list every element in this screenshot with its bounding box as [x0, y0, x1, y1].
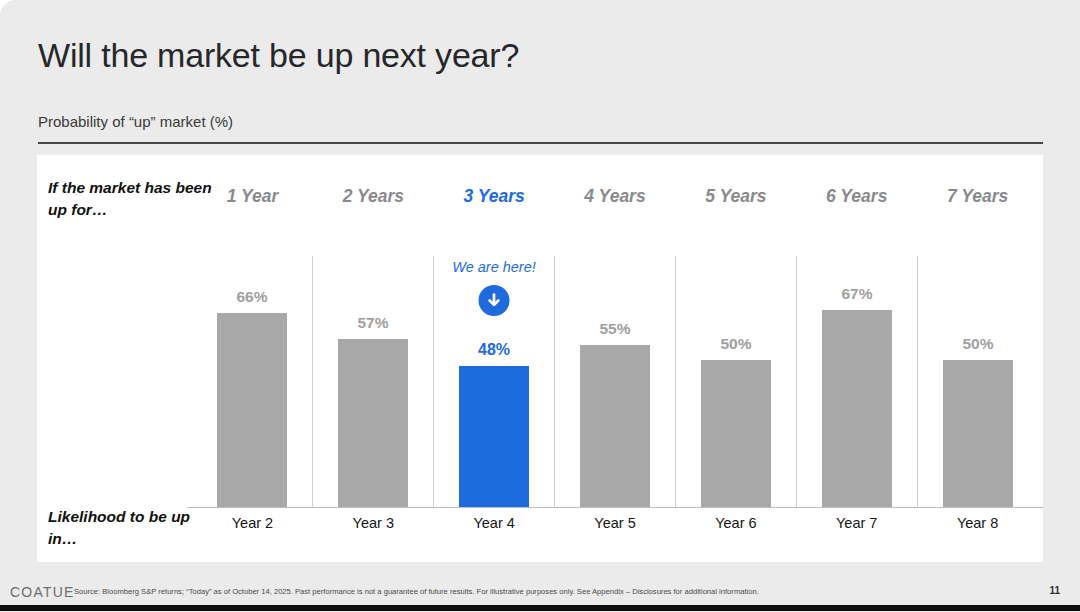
column-header: 5 Years	[675, 155, 796, 256]
bar	[943, 360, 1013, 507]
page-title: Will the market be up next year?	[38, 36, 519, 75]
value-label: 67%	[797, 285, 917, 303]
bar-column: 50%	[676, 256, 797, 507]
bar	[822, 310, 892, 507]
value-label: 48%	[434, 341, 554, 359]
value-label: 50%	[676, 335, 796, 353]
bar	[338, 339, 408, 507]
x-axis-line	[187, 507, 1043, 508]
bar-column: 66%	[192, 256, 313, 507]
column-header: 2 Years	[313, 155, 434, 256]
header-divider-line	[38, 142, 1043, 144]
page-number: 11	[1049, 585, 1060, 596]
bar-chart: 66% 57% We are here! 48% 55%	[192, 256, 1038, 507]
bar-column: 50%	[918, 256, 1038, 507]
column-header: 3 Years	[434, 155, 555, 256]
x-axis-label: Year 2	[192, 515, 313, 531]
bottom-black-bar	[0, 605, 1080, 611]
column-header: 4 Years	[555, 155, 676, 256]
column-header: 6 Years	[796, 155, 917, 256]
coatue-logo: COATUE	[10, 584, 75, 600]
column-header: 7 Years	[917, 155, 1038, 256]
x-axis-label: Year 3	[313, 515, 434, 531]
column-headers: 1 Year 2 Years 3 Years 4 Years 5 Years 6…	[192, 155, 1038, 256]
x-axis-label: Year 4	[434, 515, 555, 531]
bar	[217, 313, 287, 507]
value-label: 55%	[555, 320, 675, 338]
column-header: 1 Year	[192, 155, 313, 256]
value-label: 66%	[192, 288, 312, 306]
we-are-here-label: We are here!	[434, 259, 554, 275]
value-label: 50%	[918, 335, 1038, 353]
x-axis-label: Year 6	[675, 515, 796, 531]
bar-column: 67%	[797, 256, 918, 507]
bar	[459, 366, 529, 507]
chart-subtitle: Probability of “up” market (%)	[38, 113, 233, 130]
x-axis-label: Year 7	[796, 515, 917, 531]
bar-column: 57%	[313, 256, 434, 507]
down-arrow-circle-icon	[479, 285, 510, 316]
value-label: 57%	[313, 314, 433, 332]
source-disclaimer: Source: Bloomberg S&P returns; “Today” a…	[74, 587, 954, 596]
bar	[580, 345, 650, 507]
chart-panel: If the market has been up for… Likelihoo…	[37, 155, 1043, 562]
x-axis-labels: Year 2 Year 3 Year 4 Year 5 Year 6 Year …	[192, 515, 1038, 531]
x-axis-label: Year 5	[555, 515, 676, 531]
footer: COATUE Source: Bloomberg S&P returns; “T…	[0, 578, 1080, 604]
bar	[701, 360, 771, 507]
bar-column-highlighted: We are here! 48%	[434, 256, 555, 507]
x-axis-label: Year 8	[917, 515, 1038, 531]
bar-column: 55%	[555, 256, 676, 507]
slide: Will the market be up next year? Probabi…	[0, 0, 1080, 612]
